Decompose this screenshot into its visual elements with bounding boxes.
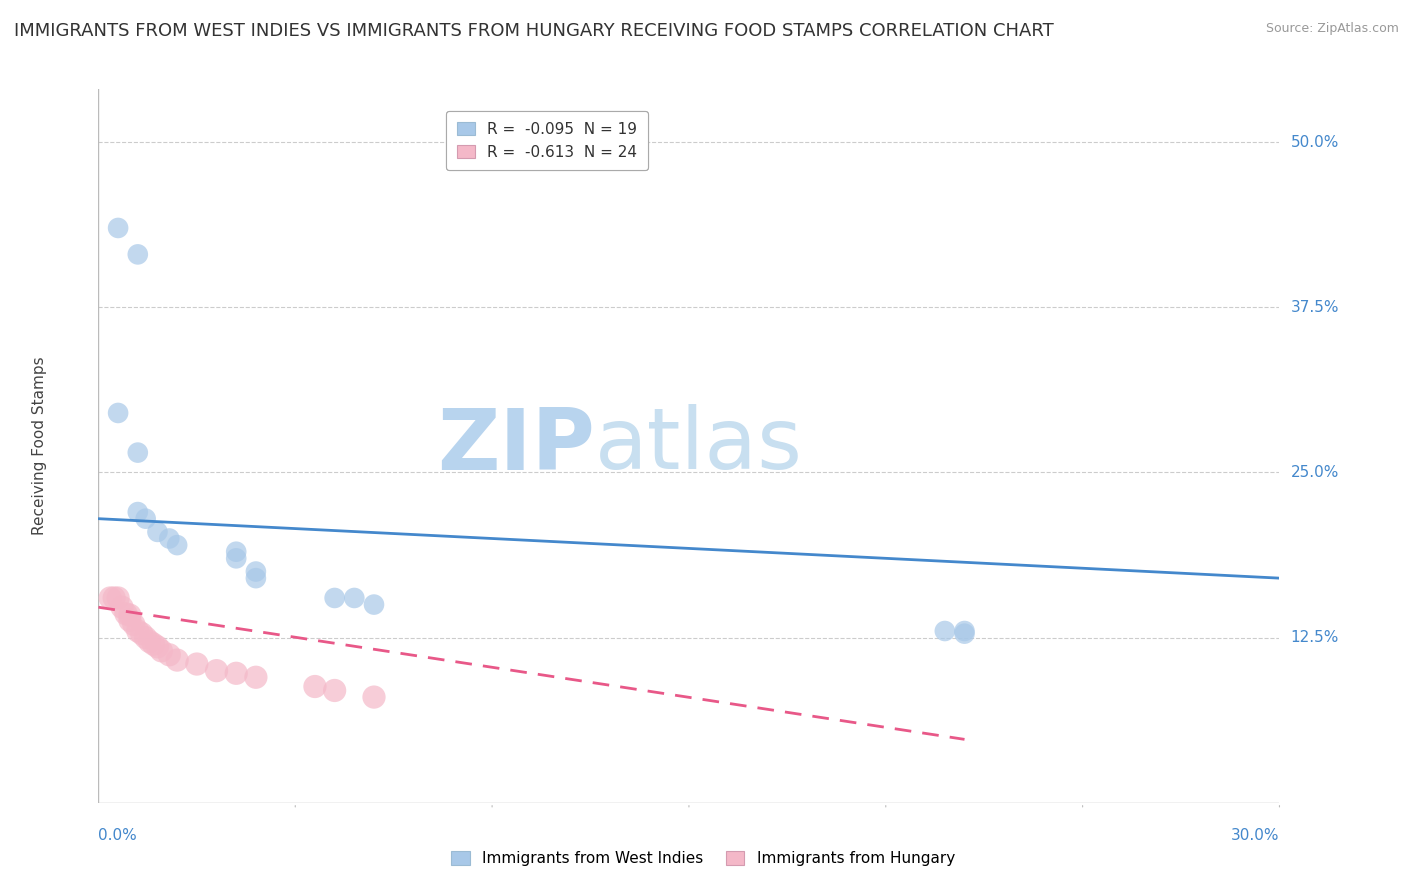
Point: [225, 551, 247, 566]
Text: 37.5%: 37.5%: [1291, 300, 1339, 315]
Point: [166, 538, 188, 552]
Point: [304, 680, 326, 694]
Text: 0.0%: 0.0%: [98, 828, 138, 843]
Text: atlas: atlas: [595, 404, 803, 488]
Point: [323, 591, 346, 605]
Point: [131, 626, 153, 640]
Point: [225, 545, 247, 559]
Point: [323, 683, 346, 698]
Point: [146, 524, 169, 539]
Point: [111, 600, 134, 615]
Point: [186, 657, 208, 671]
Legend: Immigrants from West Indies, Immigrants from Hungary: Immigrants from West Indies, Immigrants …: [441, 842, 965, 875]
Text: ZIP: ZIP: [437, 404, 595, 488]
Point: [135, 511, 157, 525]
Point: [245, 670, 267, 684]
Point: [127, 505, 149, 519]
Point: [157, 532, 180, 546]
Point: [127, 445, 149, 459]
Point: [343, 591, 366, 605]
Point: [953, 624, 976, 638]
Text: Receiving Food Stamps: Receiving Food Stamps: [32, 357, 46, 535]
Point: [142, 637, 165, 651]
Point: [107, 221, 129, 235]
Point: [166, 653, 188, 667]
Text: 50.0%: 50.0%: [1291, 135, 1339, 150]
Legend: R =  -0.095  N = 19, R =  -0.613  N = 24: R = -0.095 N = 19, R = -0.613 N = 24: [446, 112, 648, 170]
Point: [127, 624, 149, 638]
Point: [363, 598, 385, 612]
Point: [118, 608, 141, 623]
Point: [225, 666, 247, 681]
Point: [205, 664, 228, 678]
Point: [107, 406, 129, 420]
Point: [127, 247, 149, 261]
Point: [118, 614, 141, 628]
Point: [934, 624, 956, 638]
Text: 25.0%: 25.0%: [1291, 465, 1339, 480]
Text: 12.5%: 12.5%: [1291, 630, 1339, 645]
Point: [150, 644, 173, 658]
Point: [138, 634, 160, 648]
Point: [146, 640, 169, 654]
Point: [115, 607, 138, 621]
Text: IMMIGRANTS FROM WEST INDIES VS IMMIGRANTS FROM HUNGARY RECEIVING FOOD STAMPS COR: IMMIGRANTS FROM WEST INDIES VS IMMIGRANT…: [14, 22, 1054, 40]
Point: [98, 591, 121, 605]
Point: [953, 626, 976, 640]
Point: [107, 591, 129, 605]
Point: [245, 571, 267, 585]
Point: [122, 617, 145, 632]
Point: [135, 631, 157, 645]
Point: [245, 565, 267, 579]
Point: [363, 690, 385, 704]
Text: 30.0%: 30.0%: [1232, 828, 1279, 843]
Point: [157, 648, 180, 662]
Point: [103, 591, 125, 605]
Text: Source: ZipAtlas.com: Source: ZipAtlas.com: [1265, 22, 1399, 36]
